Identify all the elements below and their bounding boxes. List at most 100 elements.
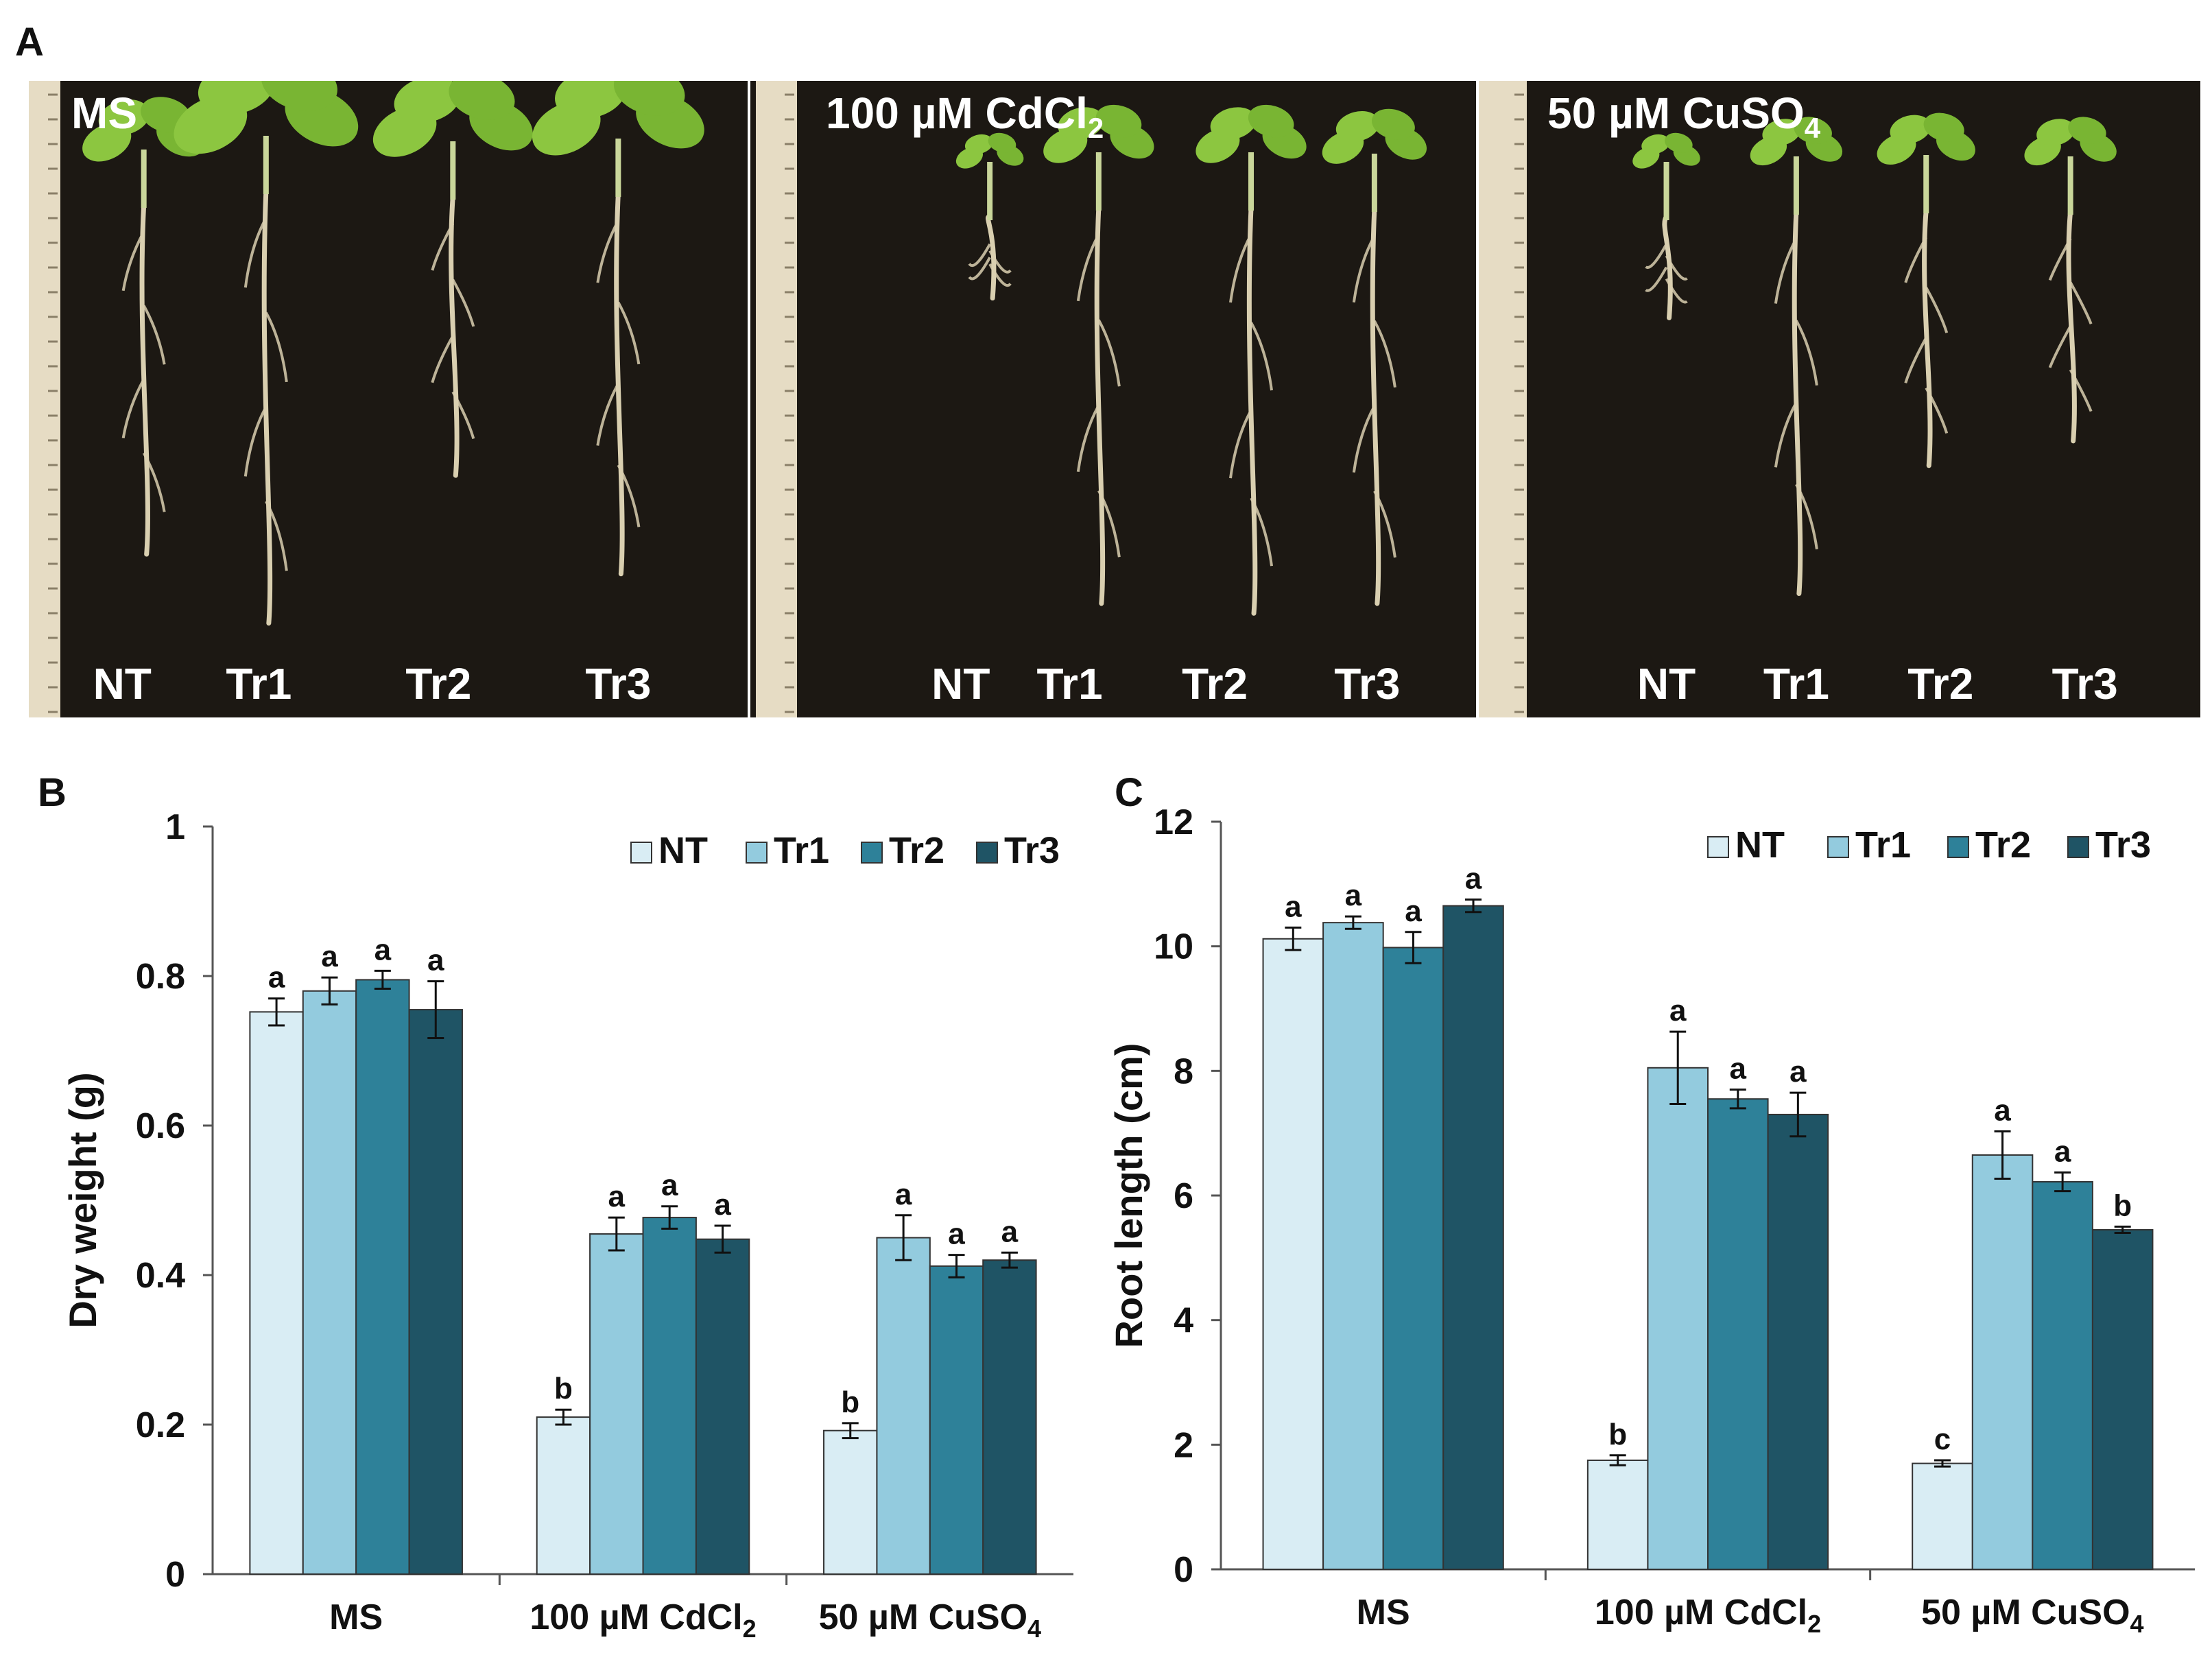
seedling-lateral-root <box>1373 320 1396 388</box>
seedling-tr1 <box>174 81 359 626</box>
seedling-tr2 <box>1877 112 1975 468</box>
plant-label-nt: NT <box>93 659 152 709</box>
plant-label-nt: NT <box>931 659 990 709</box>
plant-label-tr1: Tr1 <box>226 659 292 709</box>
seedling-leaf <box>1762 119 1801 146</box>
legend-swatch-tr2 <box>861 842 883 864</box>
seedling-lateral-root <box>1904 337 1927 383</box>
seedling-lateral-root <box>1352 405 1376 473</box>
seedling-leaf <box>613 81 685 116</box>
seedling-tr1 <box>1043 104 1154 606</box>
seedling-lateral-root <box>243 406 267 477</box>
seedling-root <box>261 188 273 626</box>
legend-label-tr3: Tr3 <box>1004 830 1060 871</box>
panel-letter-c: C <box>1115 770 1143 815</box>
seedling-leaf <box>1058 107 1104 140</box>
bar-nt-2 <box>823 1429 878 1575</box>
seedling-lateral-root <box>265 500 288 571</box>
seedling-leaf <box>1794 117 1832 144</box>
legend-label-tr2: Tr2 <box>889 830 944 871</box>
seedling-leaf <box>1641 134 1670 154</box>
seedling-lateral-root <box>617 301 641 365</box>
significance-letter: a <box>1669 994 1687 1027</box>
y-tick-label: 10 <box>1154 927 1193 967</box>
seedling-lateral-root <box>265 311 288 383</box>
seedling-lateral-root <box>142 452 166 512</box>
seedling-leaf <box>964 134 993 154</box>
photo-title: 50 µM CuSO4 <box>1547 88 1820 145</box>
significance-letter: a <box>608 1180 626 1213</box>
panel-letter-b: B <box>38 770 67 815</box>
seedling-leaf <box>1335 110 1379 142</box>
seedling-lateral-root <box>968 243 991 267</box>
seedling-leaf <box>1890 115 1931 144</box>
seedling-lateral-root <box>2069 281 2093 324</box>
seedling-nt <box>1632 132 1700 320</box>
dry-weight-chart: 0 0.2 0.4 0.6 0.8 1 Dry weight (g) a a a a MS b a a a 10… <box>0 768 1097 1653</box>
seedling-tr1 <box>1750 117 1843 596</box>
seedling-lateral-root <box>1665 254 1688 281</box>
seedling-lateral-root <box>1795 320 1818 386</box>
legend-label-tr2: Tr2 <box>1975 824 2031 866</box>
seedling-root <box>449 193 460 478</box>
significance-letter: b <box>554 1372 573 1405</box>
seedling-leaf <box>1095 104 1142 138</box>
significance-letter: a <box>427 944 444 977</box>
seedling-root <box>1370 206 1381 606</box>
significance-letter: a <box>1345 879 1362 912</box>
seedling-lateral-root <box>596 220 620 283</box>
significance-letter: b <box>1608 1418 1627 1451</box>
photo-ms: MS NT Tr1 Tr2 Tr3 <box>29 81 748 717</box>
legend-swatch-nt <box>630 842 652 864</box>
bar-tr1-0 <box>302 990 357 1575</box>
seedling-leaf <box>394 81 461 123</box>
bar-nt-0 <box>1262 938 1324 1570</box>
bar-tr2-1 <box>1707 1098 1769 1571</box>
plant-label-tr2: Tr2 <box>1182 659 1248 709</box>
significance-letter: a <box>268 961 285 995</box>
bar-tr1-2 <box>876 1237 931 1575</box>
seedling-leaf <box>98 99 150 136</box>
bar-tr3-1 <box>1767 1113 1829 1570</box>
seedling-leaf <box>555 81 627 119</box>
photo-title-text: MS <box>71 88 137 138</box>
seedling-lateral-root <box>1904 237 1927 283</box>
y-axis-label: Dry weight (g) <box>61 1072 104 1328</box>
seedling-tr3 <box>2024 117 2117 444</box>
seedling-leaf <box>1248 104 1294 138</box>
significance-letter: b <box>841 1386 859 1419</box>
bar-tr2-0 <box>1382 947 1444 1570</box>
plant-label-tr2: Tr2 <box>405 659 472 709</box>
seedling-lateral-root <box>2048 238 2072 281</box>
seedling-lateral-root <box>1097 490 1121 558</box>
legend-label-tr1: Tr1 <box>1855 824 1911 866</box>
plant-label-tr3: Tr3 <box>585 659 652 709</box>
bar-nt-1 <box>536 1416 591 1575</box>
y-tick-label: 0.4 <box>136 1256 185 1296</box>
seedling-root <box>1792 209 1803 596</box>
seedling-lateral-root <box>121 379 145 439</box>
significance-letter: c <box>1934 1423 1951 1456</box>
seedling-lateral-root <box>142 305 166 365</box>
significance-letter: a <box>948 1217 965 1251</box>
y-tick-label: 0 <box>1174 1550 1193 1590</box>
seedling-leaf <box>1923 112 1964 142</box>
plant-label-tr3: Tr3 <box>2052 659 2118 709</box>
seedling-leaf <box>198 81 275 115</box>
ruler-strip <box>1479 81 1527 717</box>
seedling-lateral-root <box>1076 404 1100 472</box>
ruler-strip <box>29 81 60 717</box>
seedling-lateral-root <box>1250 497 1274 567</box>
y-tick-label: 8 <box>1174 1051 1193 1091</box>
significance-letter: a <box>1405 894 1422 928</box>
legend-swatch-tr1 <box>1827 836 1849 858</box>
photo-title: MS <box>71 88 137 139</box>
y-tick-label: 6 <box>1174 1176 1193 1216</box>
plant-label-tr1: Tr1 <box>1763 659 1829 709</box>
plant-label-tr2: Tr2 <box>1907 659 1974 709</box>
seedling-tr2 <box>372 81 533 478</box>
legend-label-tr1: Tr1 <box>774 830 829 871</box>
bar-nt-0 <box>249 1011 304 1575</box>
y-tick-label: 2 <box>1174 1425 1193 1465</box>
photo-title-subscript: 4 <box>1804 111 1821 144</box>
